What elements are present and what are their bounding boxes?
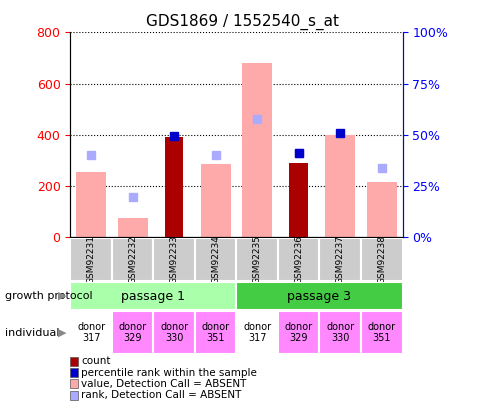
Bar <box>277 238 319 281</box>
Bar <box>112 238 153 281</box>
Bar <box>70 282 236 310</box>
Bar <box>70 238 112 281</box>
Text: GSM92237: GSM92237 <box>335 235 344 284</box>
Bar <box>76 172 106 237</box>
Bar <box>165 137 183 237</box>
Text: donor
329: donor 329 <box>284 322 312 343</box>
Text: GSM92234: GSM92234 <box>211 235 220 284</box>
Bar <box>112 311 153 354</box>
Text: GSM92231: GSM92231 <box>87 235 95 284</box>
Bar <box>118 218 147 237</box>
Text: passage 1: passage 1 <box>121 290 185 303</box>
Text: donor
330: donor 330 <box>160 322 188 343</box>
Text: count: count <box>81 356 111 366</box>
Bar <box>200 164 230 237</box>
Text: ▶: ▶ <box>58 291 66 301</box>
Bar <box>319 238 360 281</box>
Bar <box>360 311 402 354</box>
Bar <box>153 311 195 354</box>
Text: donor
351: donor 351 <box>201 322 229 343</box>
Bar <box>236 282 402 310</box>
Text: growth protocol: growth protocol <box>5 291 92 301</box>
Text: GSM92236: GSM92236 <box>294 235 302 284</box>
Bar <box>289 163 307 237</box>
Bar <box>195 238 236 281</box>
Text: GSM92238: GSM92238 <box>377 235 385 284</box>
Bar <box>153 238 195 281</box>
Bar <box>236 238 277 281</box>
Text: donor
317: donor 317 <box>242 322 271 343</box>
Bar <box>236 311 277 354</box>
Bar <box>277 311 319 354</box>
Text: GSM92232: GSM92232 <box>128 235 137 284</box>
Bar <box>70 311 112 354</box>
Text: GSM92233: GSM92233 <box>169 235 178 284</box>
Bar <box>319 311 360 354</box>
Text: GSM92235: GSM92235 <box>252 235 261 284</box>
Bar <box>195 311 236 354</box>
Text: donor
317: donor 317 <box>77 322 105 343</box>
Text: ▶: ▶ <box>58 328 66 337</box>
Bar <box>360 238 402 281</box>
Text: GDS1869 / 1552540_s_at: GDS1869 / 1552540_s_at <box>146 14 338 30</box>
Bar <box>366 182 396 237</box>
Text: percentile rank within the sample: percentile rank within the sample <box>81 368 257 377</box>
Text: rank, Detection Call = ABSENT: rank, Detection Call = ABSENT <box>81 390 242 400</box>
Text: value, Detection Call = ABSENT: value, Detection Call = ABSENT <box>81 379 246 389</box>
Text: donor
351: donor 351 <box>367 322 395 343</box>
Text: individual: individual <box>5 328 59 337</box>
Text: donor
329: donor 329 <box>118 322 146 343</box>
Bar <box>325 134 354 237</box>
Bar <box>242 63 272 237</box>
Text: passage 3: passage 3 <box>287 290 351 303</box>
Text: donor
330: donor 330 <box>326 322 354 343</box>
